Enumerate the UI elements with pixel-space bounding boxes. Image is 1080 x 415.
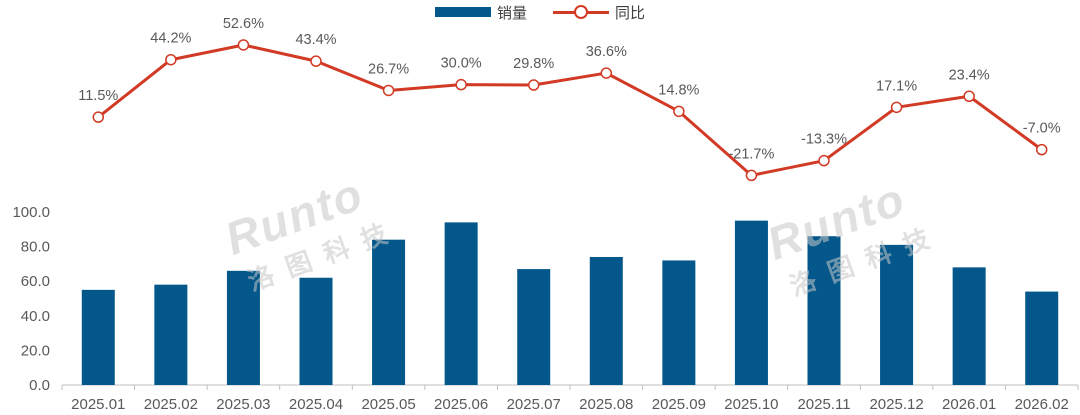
point-yoy [818,154,830,167]
data-label-yoy: 43.4% [295,32,336,48]
x-tick-label: 2025.09 [652,396,706,413]
x-tick-label: 2025.02 [144,396,198,413]
point-yoy [455,78,467,91]
data-label-yoy: 52.6% [223,16,264,32]
y-tick-label: 100.0 [12,204,50,221]
data-label-yoy: -21.7% [728,146,774,162]
point-yoy [600,67,613,79]
bar-sales [734,220,768,385]
y-tick-label: 20.0 [21,342,50,359]
x-tick-label: 2025.08 [579,396,633,413]
x-tick-label: 2025.10 [724,396,778,413]
y-tick-label: 80.0 [21,239,50,256]
point-yoy [237,39,250,51]
point-yoy [165,53,177,66]
point-yoy [745,169,758,182]
y-tick-label: 40.0 [21,308,50,325]
bar-sales [952,267,986,385]
point-yoy [92,111,105,123]
bar-sales [517,269,551,385]
x-tick-label: 2025.06 [434,396,488,413]
data-label-yoy: 26.7% [368,61,409,77]
bar-sales [81,289,115,385]
bar-sales [880,244,914,385]
data-label-yoy: 23.4% [949,67,990,83]
legend-label-sales: 销量 [496,4,527,22]
point-yoy [1035,143,1048,156]
data-label-yoy: 11.5% [78,88,118,104]
x-tick-label: 2025.04 [289,396,343,413]
point-yoy [382,84,395,97]
point-yoy [527,79,540,91]
legend-item-yoy: 同比 [553,2,645,23]
legend-item-sales: 销量 [434,2,527,23]
point-yoy [673,105,685,118]
bar-sales [154,284,188,385]
data-label-yoy: 36.6% [586,44,627,60]
x-tick-label: 2025.03 [216,396,270,413]
point-yoy [310,55,322,67]
data-label-yoy: 14.8% [658,82,699,98]
x-tick-label: 2025.07 [507,396,561,413]
bar-sales [589,256,623,385]
bar-sales [299,277,333,385]
y-tick-label: 0.0 [29,377,50,394]
bar-sales [1025,291,1059,385]
data-label-yoy: -7.0% [1023,121,1061,137]
data-label-yoy: 17.1% [876,78,917,94]
chart-legend: 销量 同比 [0,0,1080,24]
point-yoy [890,101,903,114]
legend-label-yoy: 同比 [615,4,646,22]
bar-sales [226,270,260,385]
x-tick-label: 2025.12 [869,396,923,413]
x-tick-label: 2026.02 [1015,396,1069,413]
data-label-yoy: 44.2% [150,31,191,47]
line-yoy [97,43,1043,177]
data-label-yoy: 29.8% [513,56,554,72]
x-tick-label: 2025.01 [71,396,125,413]
x-tick-label: 2025.11 [797,396,850,413]
data-label-yoy: 30.0% [441,56,482,72]
x-tick-label: 2026.01 [942,396,996,413]
y-tick-label: 60.0 [21,273,50,290]
bar-sales [807,236,841,385]
legend-line-swatch [553,5,609,19]
x-tick-label: 2025.05 [361,396,415,413]
bar-sales [444,222,478,385]
bar-sales [662,260,696,385]
data-label-yoy: -13.3% [801,132,847,148]
point-yoy [963,90,975,103]
legend-bar-swatch [434,7,491,17]
bar-sales [372,239,406,385]
